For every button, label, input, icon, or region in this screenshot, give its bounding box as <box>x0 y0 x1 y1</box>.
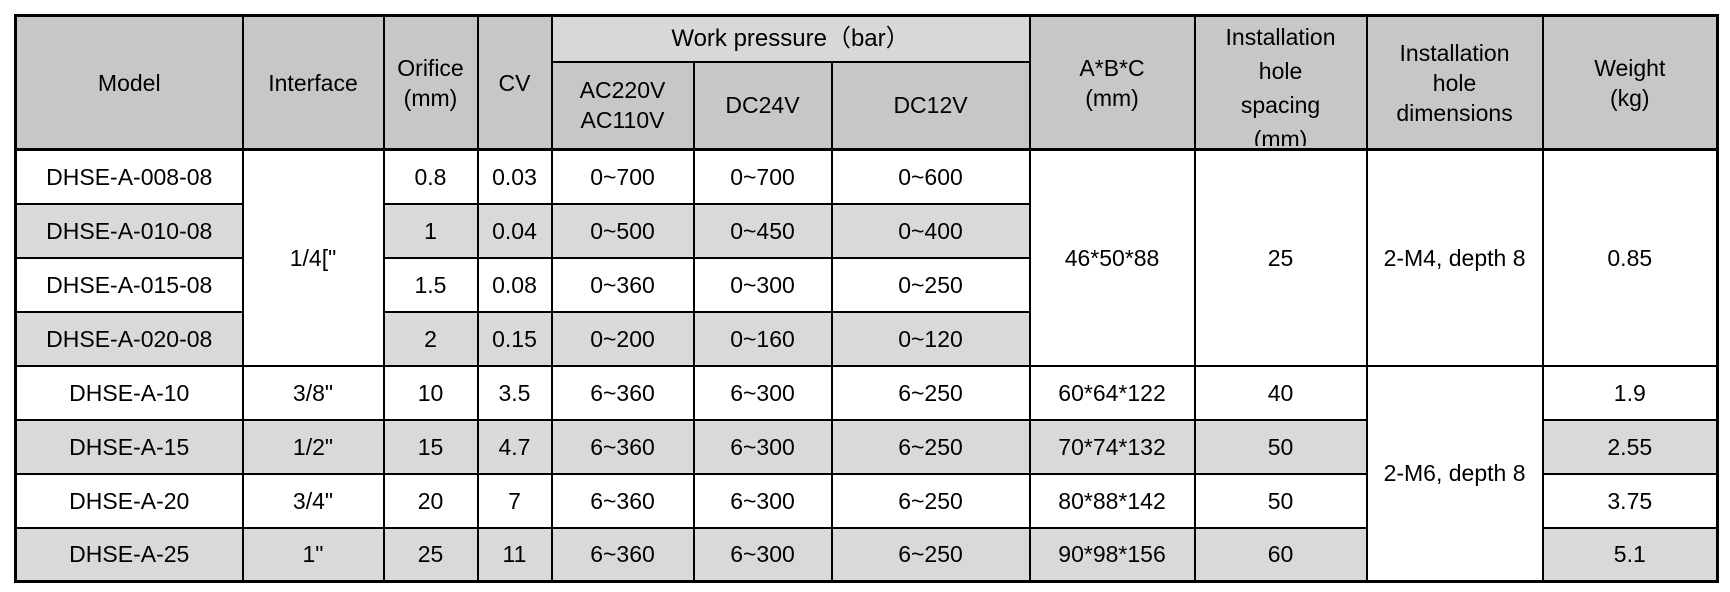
cell-spacing: 50 <box>1193 472 1368 529</box>
cell-pressure-dc12: 0~120 <box>830 310 1031 367</box>
cell-pressure-ac: 6~360 <box>550 364 695 421</box>
cell-pressure-ac: 0~700 <box>550 148 695 205</box>
cell-orifice: 0.8 <box>382 148 479 205</box>
cell-model: DHSE-A-10 <box>14 364 244 421</box>
cell-abc: 80*88*142 <box>1028 472 1196 529</box>
cell-pressure-dc24: 0~450 <box>692 202 833 259</box>
cell-interface: 1" <box>241 526 385 583</box>
table-row: DHSE-A-15 1/2" 15 4.7 6~360 6~300 6~250 … <box>14 418 1719 475</box>
cell-pressure-dc12: 6~250 <box>830 526 1031 583</box>
cell-pressure-dc24: 6~300 <box>692 526 833 583</box>
cell-cv: 0.08 <box>476 256 553 313</box>
header-hole-spacing-text: Installation hole spacing (mm) <box>1225 23 1336 146</box>
cell-pressure-dc24: 0~160 <box>692 310 833 367</box>
cell-pressure-dc12: 6~250 <box>830 364 1031 421</box>
table-row: DHSE-A-020-08 2 0.15 0~200 0~160 0~120 <box>14 310 1718 367</box>
cell-spacing-merged: 25 <box>1193 148 1368 367</box>
header-work-pressure: Work pressure（bar） <box>550 14 1031 63</box>
table-row: DHSE-A-008-08 1/4[" 0.8 0.03 0~700 0~700… <box>14 148 1719 367</box>
cell-dims-merged: 2-M4, depth 8 <box>1365 148 1544 367</box>
table-row: DHSE-A-25 1" 25 11 6~360 6~300 6~250 90*… <box>14 526 1719 583</box>
header-model: Model <box>14 14 244 151</box>
cell-weight: 5.1 <box>1541 526 1719 583</box>
cell-pressure-dc24: 6~300 <box>692 364 833 421</box>
cell-dims-merged: 2-M6, depth 8 <box>1365 364 1544 583</box>
cell-cv: 4.7 <box>476 418 553 475</box>
cell-pressure-ac: 0~200 <box>550 310 695 367</box>
cell-abc: 70*74*132 <box>1028 418 1196 475</box>
cell-orifice: 15 <box>382 418 479 475</box>
header-abc: A*B*C (mm) <box>1028 14 1196 151</box>
header-volt-dc24: DC24V <box>692 60 833 151</box>
cell-pressure-dc12: 0~600 <box>830 148 1031 205</box>
cell-pressure-ac: 6~360 <box>550 526 695 583</box>
header-orifice: Orifice (mm) <box>382 14 479 151</box>
cell-orifice: 1.5 <box>382 256 479 313</box>
cell-model: DHSE-A-25 <box>14 526 244 583</box>
cell-orifice: 10 <box>382 364 479 421</box>
cell-model: DHSE-A-010-08 <box>14 202 244 259</box>
table-body: DHSE-A-008-08 1/4[" 0.8 0.03 0~700 0~700… <box>14 148 1719 583</box>
cell-pressure-dc24: 6~300 <box>692 472 833 529</box>
header-hole-spacing: Installation hole spacing (mm) <box>1193 14 1368 151</box>
cell-model: DHSE-A-15 <box>14 418 244 475</box>
cell-abc: 60*64*122 <box>1028 364 1196 421</box>
cell-pressure-dc24: 0~700 <box>692 148 833 205</box>
header-cv: CV <box>476 14 553 151</box>
cell-spacing: 50 <box>1193 418 1368 475</box>
cell-spacing: 60 <box>1193 526 1368 583</box>
cell-pressure-ac: 0~500 <box>550 202 695 259</box>
table-row: DHSE-A-10 3/8" 10 3.5 6~360 6~300 6~250 … <box>14 364 1719 583</box>
cell-weight: 1.9 <box>1541 364 1719 421</box>
header-volt-dc12: DC12V <box>830 60 1031 151</box>
cell-orifice: 1 <box>382 202 479 259</box>
cell-pressure-dc24: 0~300 <box>692 256 833 313</box>
table-row: DHSE-A-20 3/4" 20 7 6~360 6~300 6~250 80… <box>14 472 1719 529</box>
cell-model: DHSE-A-008-08 <box>14 148 244 205</box>
cell-abc-merged: 46*50*88 <box>1028 148 1196 367</box>
table-row: DHSE-A-015-08 1.5 0.08 0~360 0~300 0~250 <box>14 256 1718 313</box>
cell-pressure-dc24: 6~300 <box>692 418 833 475</box>
header-weight: Weight (kg) <box>1541 14 1719 151</box>
header-interface: Interface <box>241 14 385 151</box>
cell-pressure-dc12: 6~250 <box>830 472 1031 529</box>
cell-cv: 0.15 <box>476 310 553 367</box>
cell-pressure-dc12: 0~250 <box>830 256 1031 313</box>
cell-model: DHSE-A-020-08 <box>14 310 244 367</box>
cell-abc: 90*98*156 <box>1028 526 1196 583</box>
cell-weight: 3.75 <box>1541 472 1719 529</box>
cell-spacing: 40 <box>1193 364 1368 421</box>
cell-cv: 0.03 <box>476 148 553 205</box>
cell-pressure-dc12: 6~250 <box>830 418 1031 475</box>
cell-cv: 7 <box>476 472 553 529</box>
cell-model: DHSE-A-20 <box>14 472 244 529</box>
cell-orifice: 25 <box>382 526 479 583</box>
cell-weight: 2.55 <box>1541 418 1719 475</box>
table-header: Model Interface Orifice (mm) CV Work pre… <box>14 14 1719 151</box>
cell-interface: 1/2" <box>241 418 385 475</box>
cell-orifice: 20 <box>382 472 479 529</box>
cell-pressure-ac: 6~360 <box>550 472 695 529</box>
cell-interface: 3/8" <box>241 364 385 421</box>
header-hole-dimensions: Installation hole dimensions <box>1365 14 1544 151</box>
cell-interface-merged: 1/4[" <box>241 148 385 367</box>
cell-pressure-ac: 0~360 <box>550 256 695 313</box>
cell-interface: 3/4" <box>241 472 385 529</box>
cell-orifice: 2 <box>382 310 479 367</box>
cell-cv: 11 <box>476 526 553 583</box>
cell-cv: 3.5 <box>476 364 553 421</box>
cell-model: DHSE-A-015-08 <box>14 256 244 313</box>
header-volt-ac: AC220V AC110V <box>550 60 695 151</box>
cell-cv: 0.04 <box>476 202 553 259</box>
spec-table: Model Interface Orifice (mm) CV Work pre… <box>14 14 1720 583</box>
table-row: DHSE-A-010-08 1 0.04 0~500 0~450 0~400 <box>14 202 1718 259</box>
cell-weight-merged: 0.85 <box>1541 148 1719 367</box>
cell-pressure-ac: 6~360 <box>550 418 695 475</box>
cell-pressure-dc12: 0~400 <box>830 202 1031 259</box>
